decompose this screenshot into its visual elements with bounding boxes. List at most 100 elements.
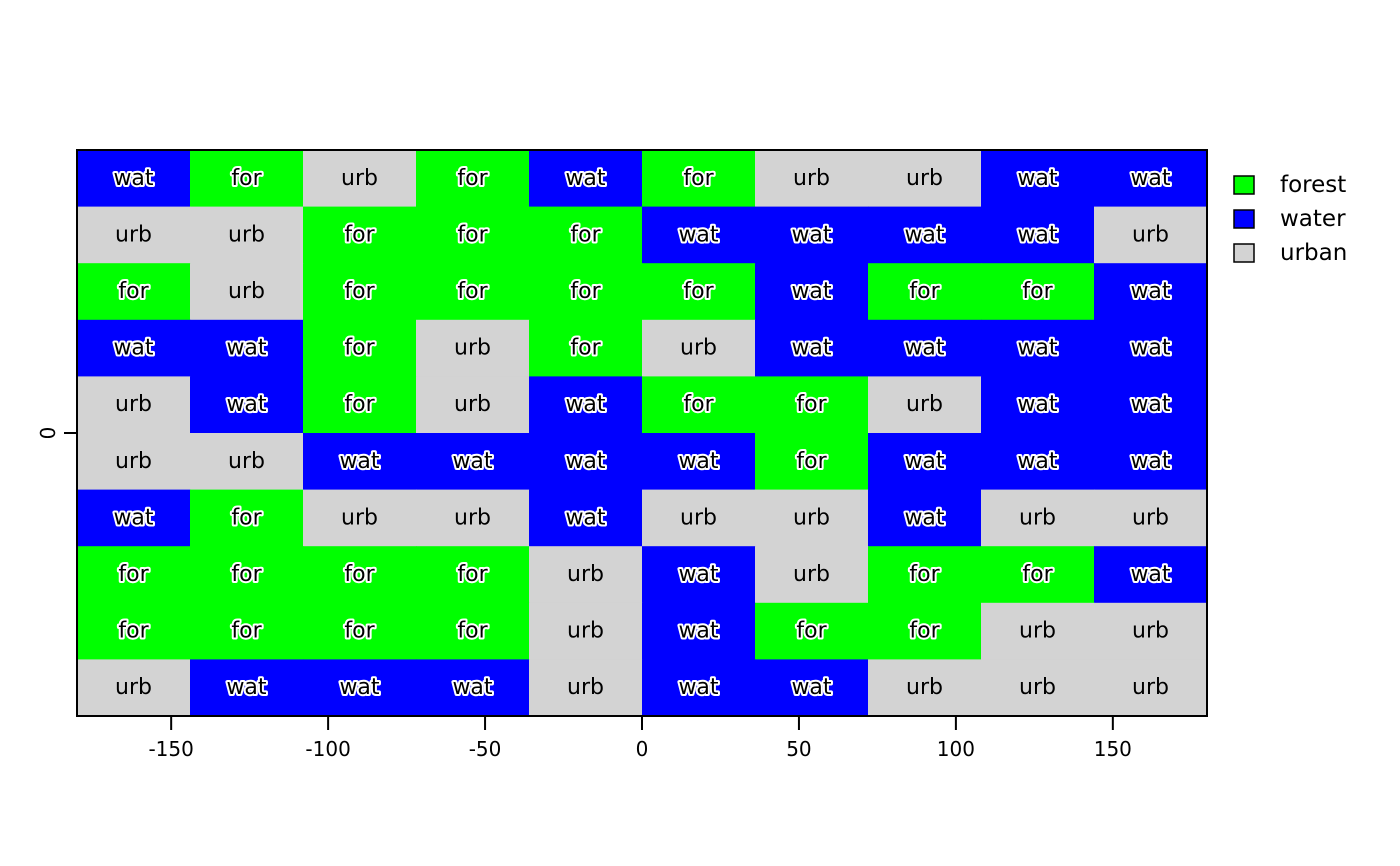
cell-water-r3-c9 xyxy=(1094,319,1208,377)
cell-forest-r7-c2 xyxy=(303,546,417,604)
cell-label: wat xyxy=(565,166,605,191)
cell-water-r0-c9 xyxy=(1094,150,1208,208)
cell-urban-r2-c1 xyxy=(190,263,304,321)
cell-label: wat xyxy=(791,279,831,304)
cell-urban-r8-c9 xyxy=(1094,602,1208,660)
cell-label: for xyxy=(1022,562,1053,587)
cell-label: wat xyxy=(1017,449,1057,474)
cell-water-r5-c5 xyxy=(642,433,756,491)
cell-water-r5-c4 xyxy=(529,433,643,491)
cell-forest-r0-c5 xyxy=(642,150,756,208)
cell-forest-r7-c7 xyxy=(868,546,982,604)
cell-urban-r1-c1 xyxy=(190,206,304,264)
cell-label: wat xyxy=(452,675,492,700)
cell-urban-r3-c3 xyxy=(416,319,530,377)
cell-label: urb xyxy=(906,675,943,700)
cell-label: for xyxy=(909,279,940,304)
raster-cells xyxy=(77,150,1208,717)
cell-label: wat xyxy=(1130,166,1170,191)
cell-forest-r2-c5 xyxy=(642,263,756,321)
cell-water-r2-c9 xyxy=(1094,263,1208,321)
cell-urban-r7-c6 xyxy=(755,546,869,604)
cell-label: wat xyxy=(678,222,718,247)
cell-water-r3-c0 xyxy=(77,319,191,377)
cell-water-r3-c6 xyxy=(755,319,869,377)
cell-label: wat xyxy=(226,675,266,700)
cell-water-r0-c8 xyxy=(981,150,1095,208)
cell-label: wat xyxy=(113,336,153,361)
cell-label: urb xyxy=(1019,675,1056,700)
cell-label: for xyxy=(683,392,714,417)
legend-swatch-forest xyxy=(1233,175,1255,195)
cell-label: urb xyxy=(1019,619,1056,644)
cell-label: for xyxy=(231,562,262,587)
cell-label: wat xyxy=(791,336,831,361)
cell-urban-r6-c9 xyxy=(1094,489,1208,547)
cell-label: wat xyxy=(1017,392,1057,417)
legend-swatch-water xyxy=(1233,209,1255,229)
cell-label: wat xyxy=(565,449,605,474)
cell-forest-r4-c6 xyxy=(755,376,869,434)
cell-forest-r2-c8 xyxy=(981,263,1095,321)
cell-label: wat xyxy=(339,449,379,474)
cell-label: for xyxy=(683,166,714,191)
cell-label: urb xyxy=(454,392,491,417)
cell-label: for xyxy=(909,562,940,587)
cell-water-r0-c0 xyxy=(77,150,191,208)
cell-label: urb xyxy=(1132,222,1169,247)
cell-water-r3-c7 xyxy=(868,319,982,377)
cell-urban-r6-c2 xyxy=(303,489,417,547)
cell-label: wat xyxy=(226,336,266,361)
cell-water-r8-c5 xyxy=(642,602,756,660)
cell-water-r4-c1 xyxy=(190,376,304,434)
cell-forest-r2-c2 xyxy=(303,263,417,321)
cell-urban-r0-c2 xyxy=(303,150,417,208)
cell-label: wat xyxy=(791,675,831,700)
cell-water-r3-c8 xyxy=(981,319,1095,377)
cell-label: wat xyxy=(678,562,718,587)
cell-forest-r0-c1 xyxy=(190,150,304,208)
cell-label: for xyxy=(118,562,149,587)
cell-water-r0-c4 xyxy=(529,150,643,208)
cell-label: for xyxy=(118,279,149,304)
cell-label: for xyxy=(909,619,940,644)
cell-label: urb xyxy=(1132,675,1169,700)
cell-label: urb xyxy=(1132,619,1169,644)
cell-label: for xyxy=(796,392,827,417)
cell-label: wat xyxy=(565,505,605,530)
cell-urban-r7-c4 xyxy=(529,546,643,604)
cell-label: wat xyxy=(226,392,266,417)
cell-label: for xyxy=(570,279,601,304)
cell-label: urb xyxy=(454,505,491,530)
cell-water-r9-c1 xyxy=(190,659,304,717)
cell-forest-r1-c3 xyxy=(416,206,530,264)
cell-label: for xyxy=(457,222,488,247)
legend-label-urban: urban xyxy=(1280,240,1347,266)
cell-label: wat xyxy=(565,392,605,417)
cell-water-r1-c5 xyxy=(642,206,756,264)
cell-water-r5-c3 xyxy=(416,433,530,491)
cell-label: for xyxy=(344,336,375,361)
cell-label: for xyxy=(344,222,375,247)
cell-water-r6-c4 xyxy=(529,489,643,547)
cell-water-r1-c8 xyxy=(981,206,1095,264)
cell-urban-r0-c6 xyxy=(755,150,869,208)
cell-forest-r8-c6 xyxy=(755,602,869,660)
cell-forest-r5-c6 xyxy=(755,433,869,491)
cell-label: urb xyxy=(906,166,943,191)
cell-water-r1-c7 xyxy=(868,206,982,264)
cell-label: wat xyxy=(113,505,153,530)
cell-forest-r8-c1 xyxy=(190,602,304,660)
cell-water-r1-c6 xyxy=(755,206,869,264)
cell-forest-r7-c8 xyxy=(981,546,1095,604)
x-tick-label: -100 xyxy=(305,737,350,761)
cell-forest-r3-c2 xyxy=(303,319,417,377)
cell-labels: wat for urb for wat for urb urb wat wat urb urb for f… xyxy=(111,164,1172,702)
cell-water-r9-c5 xyxy=(642,659,756,717)
cell-label: for xyxy=(344,619,375,644)
cell-label: for xyxy=(344,279,375,304)
x-tick-label: 0 xyxy=(636,737,649,761)
cell-label: for xyxy=(344,392,375,417)
cell-label: wat xyxy=(113,166,153,191)
